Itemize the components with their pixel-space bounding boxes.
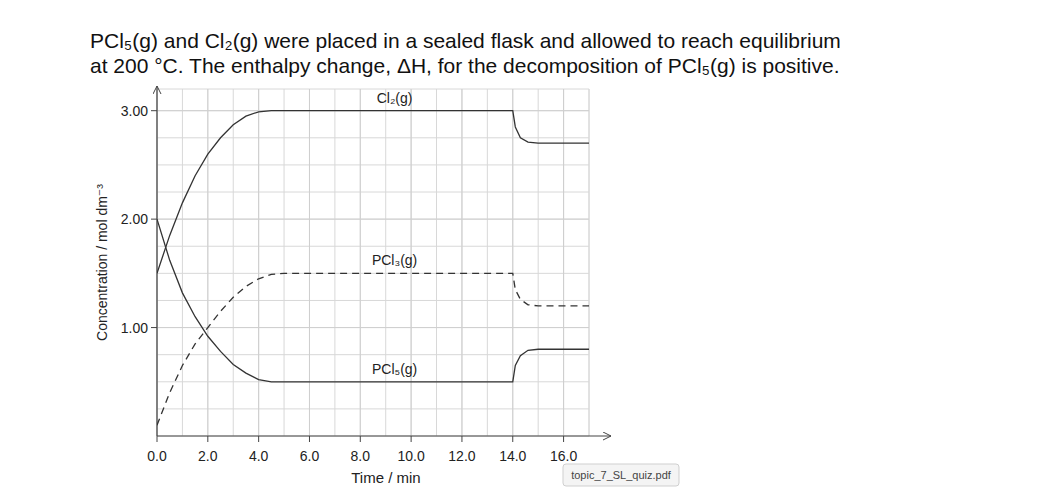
series-label: PCl₅(g) [372,361,417,377]
grid-minor [207,89,208,436]
grid-minor [157,219,589,220]
grid-minor [309,89,310,436]
x-tick-label: 8.0 [351,448,371,464]
source-label: topic_7_SL_quiz.pdf [571,469,672,481]
grid-minor [258,89,259,436]
y-tick-label: 3.00 [121,103,148,119]
series-label: PCl₃(g) [372,252,417,268]
grid-minor [512,89,513,436]
grid-minor [487,89,488,436]
grid-line [563,89,564,436]
x-axis [157,435,611,436]
grid-minor [157,273,589,274]
grid-line [207,89,208,436]
grid-minor [157,137,589,138]
grid-minor [157,300,589,301]
grid-minor [563,89,564,436]
grid-line [157,219,589,220]
grid-minor [157,354,589,355]
x-tick-label: 14.0 [499,448,526,464]
grid-line [309,89,310,436]
grid-edge [589,89,590,436]
series-line [157,111,589,274]
grid [157,89,589,436]
x-tick [563,436,564,442]
x-tick-label: 10.0 [397,448,424,464]
grid-line [157,327,589,328]
grid-minor [157,408,589,409]
grid-minor [284,89,285,436]
x-axis-label: Time / min [351,469,420,486]
x-tick-label: 2.0 [198,448,218,464]
series-line [157,219,589,382]
title: PCl₅(g) and Cl₂(g) were placed in a seal… [90,29,841,52]
grid-minor [233,89,234,436]
grid-minor [461,89,462,436]
x-tick [309,436,310,442]
grid-minor [157,327,589,328]
title: at 200 °C. The enthalpy change, ΔH, for … [90,54,840,77]
grid-line [461,89,462,436]
x-tick [258,436,259,442]
grid-minor [538,89,539,436]
y-tick [151,110,157,111]
y-tick-label: 1.00 [121,320,148,336]
x-tick-label: 12.0 [448,448,475,464]
grid-line [258,89,259,436]
source-badge [563,464,679,486]
grid-minor [589,89,590,436]
grid-minor [334,89,335,436]
x-tick-label: 4.0 [249,448,269,464]
y-tick [151,327,157,328]
series-line [157,273,589,425]
grid-line [360,89,361,436]
y-tick [151,219,157,220]
series-label: Cl₂(g) [377,90,413,106]
grid-minor [360,89,361,436]
grid-minor [157,164,589,165]
grid-line [512,89,513,436]
grid-minor [436,89,437,436]
x-tick-label: 0.0 [147,448,167,464]
x-tick [360,436,361,442]
y-axis-label: Concentration / mol dm⁻³ [94,184,110,341]
x-tick [512,436,513,442]
grid-minor [157,192,589,193]
grid-edge [157,89,589,90]
x-tick [157,436,158,442]
x-tick-label: 16.0 [550,448,577,464]
x-tick [461,436,462,442]
y-axis [156,86,157,436]
x-tick [411,436,412,442]
y-tick-label: 2.00 [121,211,148,227]
series-group [157,111,589,425]
grid-minor [157,246,589,247]
grid-minor [182,89,183,436]
x-tick [207,436,208,442]
x-tick-label: 6.0 [300,448,320,464]
